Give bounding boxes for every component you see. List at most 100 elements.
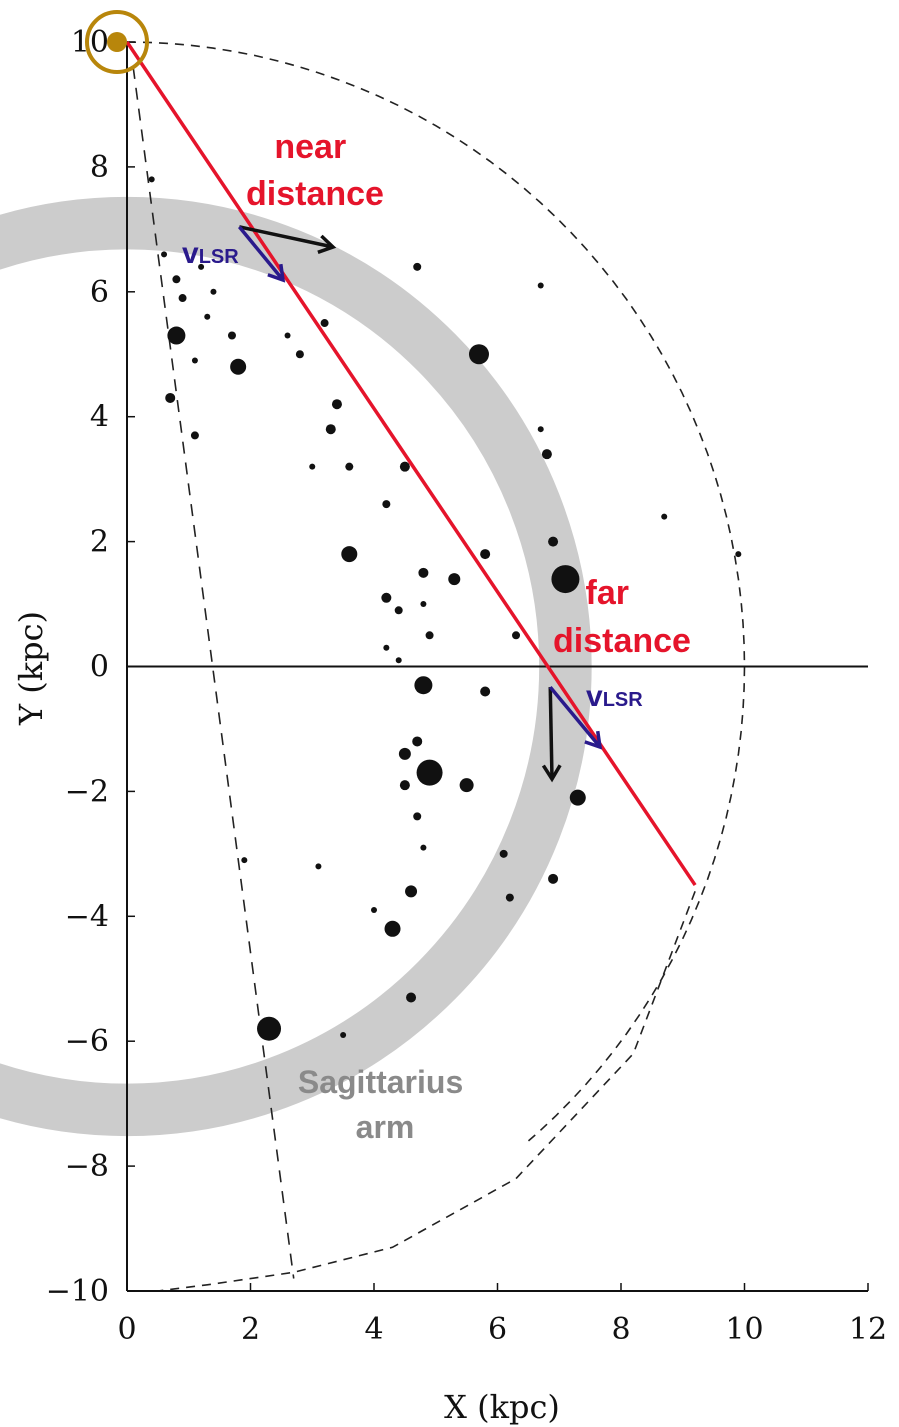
data-point <box>569 789 586 806</box>
far-vlsr-arrow-shaft <box>548 685 602 749</box>
data-point <box>541 449 552 460</box>
data-point <box>325 424 336 435</box>
data-point <box>204 313 211 320</box>
survey-boundary <box>126 41 746 1292</box>
data-point <box>148 176 155 183</box>
data-point <box>395 657 402 664</box>
data-point <box>241 857 248 864</box>
outer-boundary-arc <box>126 41 746 1146</box>
y-tick-label: 4 <box>90 400 109 435</box>
sagittarius-arm-label: Sagittarius arm <box>298 1064 472 1145</box>
data-point <box>161 251 168 258</box>
far-rotation-arrow-shaft <box>548 687 554 780</box>
data-point <box>735 551 742 558</box>
near-distance-line-1: near <box>274 128 346 166</box>
data-point <box>398 747 411 760</box>
data-point <box>512 631 521 640</box>
data-point <box>315 863 322 870</box>
x-tick-label: 2 <box>241 1312 260 1347</box>
near-rotation-arrow-shaft <box>238 225 334 249</box>
data-point <box>468 344 489 365</box>
data-point <box>191 357 198 364</box>
data-point <box>416 759 443 786</box>
far-rotation-arrow-head <box>541 764 562 783</box>
y-tick-label: −4 <box>65 899 109 934</box>
data-point <box>382 500 391 509</box>
x-tick-label: 6 <box>488 1312 507 1347</box>
y-tick-label: −2 <box>65 774 109 809</box>
x-tick-label: 12 <box>849 1312 887 1347</box>
data-point <box>499 849 508 858</box>
vlsr-near-label: vLSR <box>182 237 239 270</box>
sight-line-overlay <box>85 10 697 887</box>
near-rotation-arrow-head <box>317 234 337 254</box>
y-tick-label: −6 <box>65 1024 109 1059</box>
data-point <box>284 332 291 339</box>
data-point <box>406 992 417 1003</box>
sun-ring-icon <box>85 10 149 74</box>
sun-dot-icon <box>107 32 127 52</box>
data-point <box>394 606 403 615</box>
data-point <box>448 573 461 586</box>
data-point <box>345 462 354 471</box>
data-point <box>459 778 474 793</box>
data-point <box>165 392 176 403</box>
data-point <box>167 326 186 345</box>
data-point <box>413 812 422 821</box>
data-point <box>405 885 418 898</box>
vlsr-near-v: v <box>182 237 199 270</box>
data-point <box>551 565 580 594</box>
data-point <box>480 549 491 560</box>
data-point <box>198 263 205 270</box>
x-tick-label: 4 <box>364 1312 383 1347</box>
data-point <box>420 601 427 608</box>
x-tick-label: 0 <box>117 1312 136 1347</box>
arm-label-line-1: Sagittarius <box>298 1064 463 1100</box>
data-point <box>412 736 423 747</box>
y-tick-label: 8 <box>90 150 109 185</box>
data-point <box>548 873 559 884</box>
far-distance-label: far distance <box>553 574 691 660</box>
y-axis-title: Y (kpc) <box>12 611 50 726</box>
data-point <box>384 920 401 937</box>
data-point <box>420 844 427 851</box>
lower-boundary-arc <box>157 891 696 1292</box>
data-point <box>178 294 187 303</box>
inner-boundary-line <box>132 66 295 1279</box>
y-tick-label: −8 <box>65 1149 109 1184</box>
data-point <box>371 907 377 914</box>
data-point <box>230 358 247 375</box>
x-tick-label: 8 <box>611 1312 630 1347</box>
y-tick-label: 0 <box>90 650 109 685</box>
vlsr-near-sub: LSR <box>199 246 240 268</box>
data-point <box>341 546 358 563</box>
near-vlsr-arrow-shaft <box>237 225 285 282</box>
x-axis-title: X (kpc) <box>444 1388 560 1426</box>
data-point <box>425 631 434 640</box>
vlsr-far-sub: LSR <box>603 689 644 711</box>
data-point <box>548 536 559 547</box>
data-point <box>227 331 236 340</box>
data-point <box>505 893 514 902</box>
data-point <box>257 1016 282 1041</box>
far-vlsr-arrow-head <box>584 730 603 750</box>
data-point <box>320 319 329 328</box>
sight-line <box>125 41 697 887</box>
data-point <box>537 282 544 289</box>
data-point <box>295 350 304 359</box>
data-point <box>537 426 544 433</box>
near-distance-line-2: distance <box>246 175 384 213</box>
x-tick-label: 10 <box>725 1312 763 1347</box>
arm-label-line-2: arm <box>356 1109 415 1145</box>
y-tick-label: 6 <box>90 275 109 310</box>
data-point <box>480 686 491 697</box>
y-tick-label: −10 <box>46 1274 109 1309</box>
y-tick-label: 2 <box>90 525 109 560</box>
data-point <box>399 461 410 472</box>
data-point <box>340 1031 347 1038</box>
data-point <box>210 288 217 295</box>
data-point <box>414 676 433 695</box>
data-point <box>418 567 429 578</box>
